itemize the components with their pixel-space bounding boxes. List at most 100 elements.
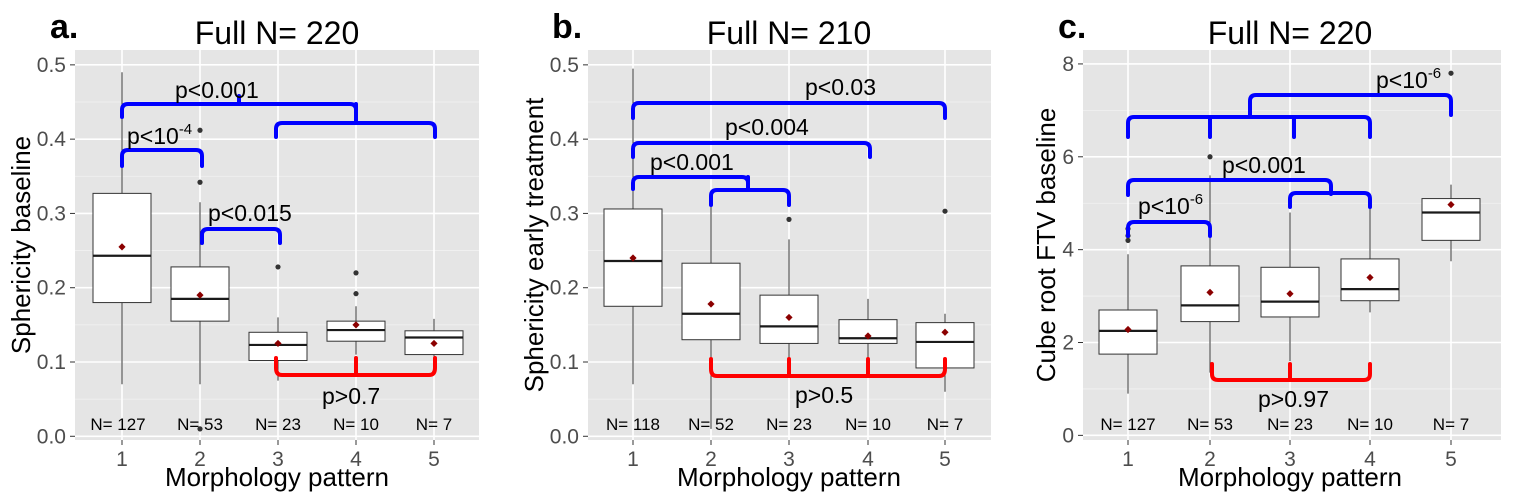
p-label-1: p<0.001: [1222, 152, 1306, 178]
y-tick-label: 0: [1062, 424, 1074, 447]
bracket-p-gt-0.7: [274, 356, 437, 377]
chart-title: Full N= 220: [195, 15, 360, 51]
n-label: N= 53: [1187, 415, 1233, 434]
p-label-2: p<10-6: [1138, 191, 1203, 219]
y-tick-label: 4: [1062, 239, 1074, 262]
mean-marker: [1286, 290, 1294, 298]
y-tick-label: 0.0: [37, 425, 66, 448]
n-label: N= 23: [766, 415, 812, 434]
chart-title: Full N= 220: [1208, 15, 1373, 51]
bracket-group-2-3: [709, 175, 791, 207]
y-axis-label: Cube root FTV baseline: [1031, 108, 1061, 383]
n-label: N= 23: [255, 415, 301, 434]
comparison-labels: p<0.001 p<10-4 p<0.015 p>0.7: [127, 77, 380, 409]
comparison-brackets: [1126, 93, 1453, 382]
mean-marker: [785, 313, 793, 322]
comparison-labels: p<0.03 p<0.004 p<0.001 p>0.5: [650, 74, 876, 408]
bracket-group-3-5: [274, 102, 437, 139]
n-labels: N= 118 N= 52 N= 23 N= 10 N= 7: [606, 415, 963, 434]
outlier-point: [353, 291, 359, 297]
n-label: N= 10: [845, 415, 891, 434]
outlier-point: [353, 270, 359, 276]
y-tick-label: 0.1: [37, 351, 66, 374]
mean-marker: [274, 339, 282, 348]
p-label-3: p>0.97: [1258, 386, 1329, 412]
panel-label: b.: [552, 8, 582, 46]
n-labels: N= 127 N= 53 N= 23 N= 10 N= 7: [90, 415, 452, 434]
y-axis-ticks: 0.0 0.1 0.2 0.3 0.4 0.5: [37, 54, 75, 448]
x-tick-label: 3: [1284, 448, 1296, 471]
outlier-point: [275, 264, 281, 270]
outlier-point: [1125, 237, 1131, 243]
y-tick-label: 0.3: [550, 202, 579, 225]
p-label-2: p<0.015: [208, 200, 292, 226]
mean-marker: [941, 328, 949, 336]
n-label: N= 127: [1100, 415, 1155, 434]
boxes: [603, 68, 975, 429]
n-label: N= 118: [606, 415, 660, 434]
x-tick-label: 5: [939, 448, 951, 471]
x-axis-label: Morphology pattern: [1178, 462, 1402, 492]
n-label: N= 7: [1433, 415, 1469, 434]
n-label: N= 7: [927, 415, 963, 434]
mean-marker: [1447, 201, 1455, 209]
x-tick-label: 3: [783, 448, 795, 471]
y-tick-label: 0.5: [550, 54, 579, 77]
box-iqr: [326, 320, 386, 342]
y-tick-label: 0.2: [550, 277, 579, 300]
n-label: N= 10: [1347, 415, 1393, 434]
outlier-point: [1448, 70, 1454, 76]
p-label-0: p<0.001: [175, 77, 259, 103]
y-axis-ticks: 0.0 0.1 0.2 0.3 0.4 0.5: [550, 54, 588, 448]
outlier-point: [1207, 154, 1213, 160]
box-iqr: [603, 208, 663, 307]
panel-b: p<0.03 p<0.004 p<0.001 p>0.5 N= 118 N= 52…: [519, 8, 991, 492]
y-axis-label: Sphericity early treatment: [519, 97, 549, 393]
bracket-p-lt-0.03: [631, 101, 947, 120]
mean-marker: [118, 243, 126, 251]
x-tick-label: 4: [350, 448, 362, 471]
bracket-p-gt-0.5: [709, 357, 947, 378]
bracket-p-lt-0.015: [200, 227, 282, 245]
x-axis-ticks: 1 2 3 4 5: [116, 440, 440, 471]
y-tick-label: 8: [1062, 53, 1074, 76]
outlier-point: [786, 216, 792, 222]
chart-title: Full N= 210: [707, 15, 872, 51]
y-tick-label: 2: [1062, 332, 1074, 355]
y-tick-label: 0.4: [550, 128, 580, 151]
y-tick-label: 0.0: [550, 425, 579, 448]
outlier-point: [942, 208, 948, 214]
bracket-group-1-4: [1126, 115, 1372, 139]
x-axis-ticks: 1 2 3 4 5: [1122, 440, 1457, 471]
mean-marker: [629, 254, 637, 262]
p-label-3: p>0.5: [795, 382, 853, 408]
mean-marker: [1366, 273, 1374, 282]
mean-marker: [707, 300, 715, 308]
y-tick-label: 0.3: [37, 202, 66, 225]
p-label-0: p<10-6: [1376, 65, 1441, 93]
x-tick-label: 5: [428, 448, 440, 471]
panel-a: p<0.001 p<10-4 p<0.015 p>0.7 N= 127 N= 53…: [6, 8, 479, 492]
y-tick-label: 0.1: [550, 351, 579, 374]
x-axis-label: Morphology pattern: [677, 462, 901, 492]
n-label: N= 7: [416, 415, 452, 434]
p-label-2: p<0.001: [650, 149, 734, 175]
boxes: [92, 72, 464, 432]
n-label: N= 52: [688, 415, 734, 434]
x-tick-label: 3: [272, 448, 284, 471]
box-iqr: [838, 319, 898, 344]
y-tick-label: 6: [1062, 146, 1074, 169]
outlier-point: [197, 426, 203, 432]
bracket-p-lt-1e-6: [1126, 220, 1212, 238]
x-tick-label: 4: [1364, 448, 1376, 471]
bracket-top-group-5: [1248, 93, 1453, 119]
boxes: [1098, 70, 1481, 394]
y-tick-label: 0.5: [37, 54, 66, 77]
p-label-0: p<0.03: [805, 74, 876, 100]
x-tick-label: 2: [705, 448, 717, 471]
comparison-labels: p<10-6 p<0.001 p<10-6 p>0.97: [1138, 65, 1441, 412]
bracket-p-gt-0.97: [1210, 362, 1372, 382]
comparison-brackets: [120, 94, 437, 377]
y-tick-label: 0.2: [37, 277, 66, 300]
x-tick-label: 4: [862, 448, 874, 471]
